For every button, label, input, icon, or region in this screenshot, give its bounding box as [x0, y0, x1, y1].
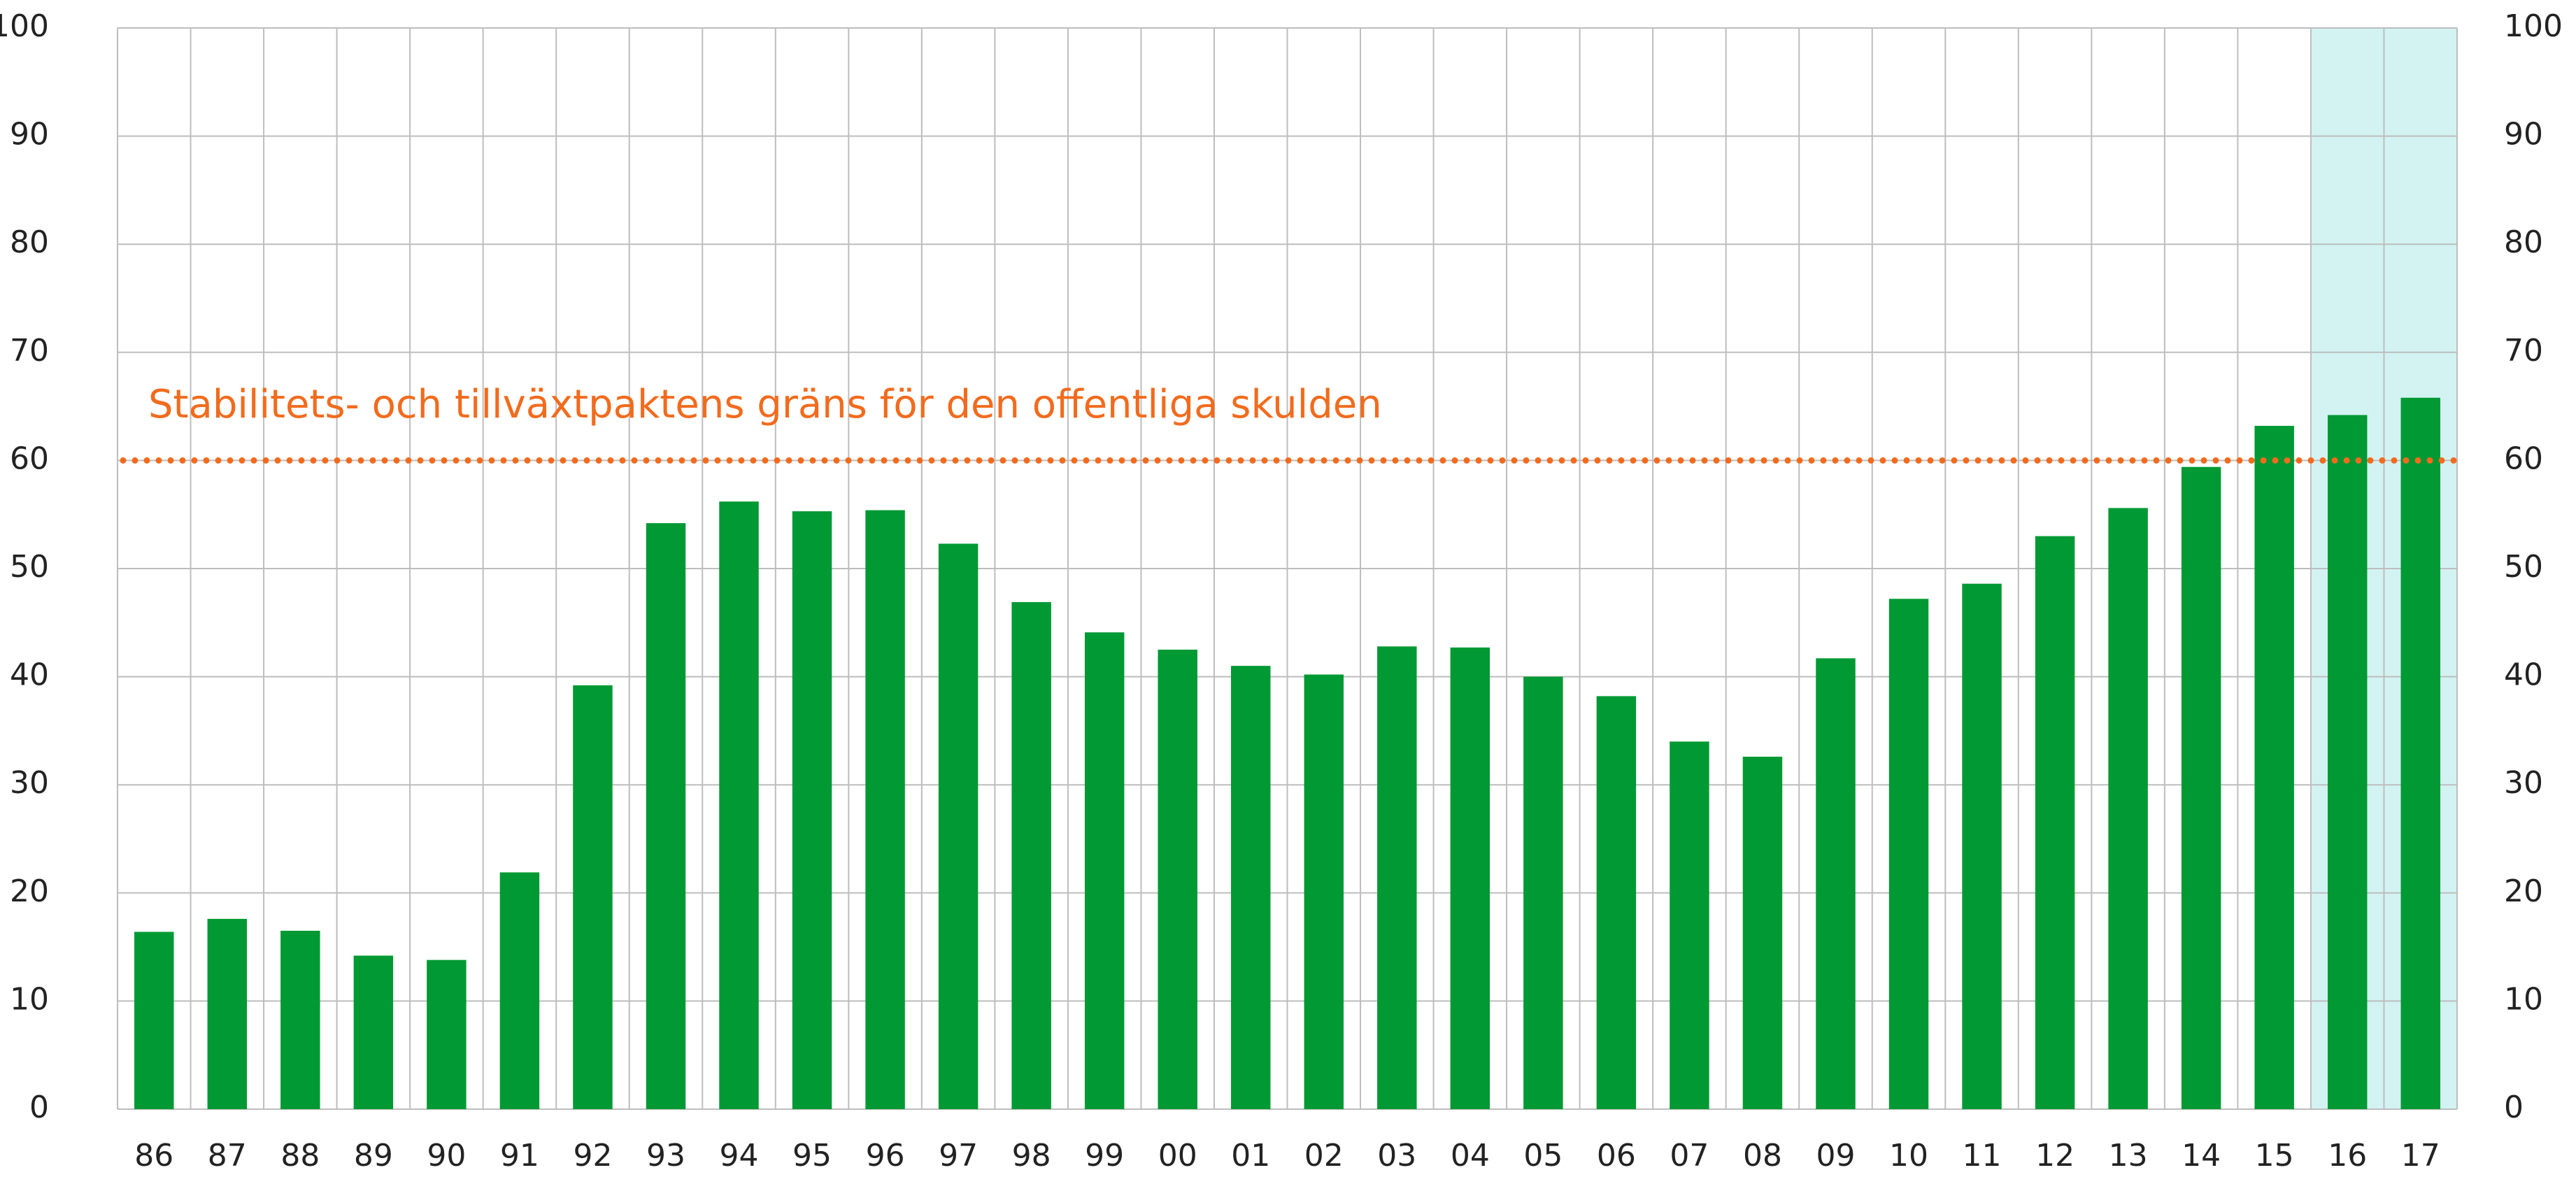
- bar: [427, 960, 467, 1109]
- bar: [2035, 536, 2075, 1109]
- y2-tick-label: 0: [2504, 1090, 2524, 1125]
- x-tick-label: 09: [1816, 1138, 1855, 1174]
- x-tick-label: 87: [208, 1138, 247, 1174]
- bar: [1523, 676, 1563, 1109]
- bar: [938, 543, 979, 1109]
- x-tick-label: 12: [2035, 1138, 2075, 1174]
- bar: [499, 872, 540, 1109]
- x-tick-label: 08: [1743, 1138, 1782, 1174]
- x-tick-label: 17: [2401, 1138, 2440, 1174]
- x-tick-label: 93: [646, 1138, 685, 1174]
- y2-tick-label: 50: [2504, 549, 2543, 585]
- x-tick-label: 95: [792, 1138, 832, 1174]
- bar: [1888, 599, 1929, 1109]
- bar: [1231, 666, 1271, 1109]
- x-tick-label: 04: [1451, 1138, 1490, 1174]
- bar: [1962, 583, 2002, 1109]
- reference-label: Stabilitets- och tillväxtpaktens gräns f…: [148, 382, 1382, 427]
- y-tick-label: 10: [10, 981, 49, 1017]
- x-tick-label: 10: [1889, 1138, 1928, 1174]
- x-tick-label: 89: [354, 1138, 393, 1174]
- x-tick-label: 05: [1523, 1138, 1563, 1174]
- bar: [573, 685, 613, 1109]
- bar: [1816, 658, 1856, 1109]
- y2-tick-label: 40: [2504, 657, 2543, 693]
- x-tick-label: 06: [1597, 1138, 1636, 1174]
- bar: [1742, 757, 1783, 1109]
- y-tick-label: 40: [10, 657, 49, 693]
- x-tick-label: 86: [134, 1138, 173, 1174]
- y2-tick-label: 70: [2504, 333, 2543, 369]
- x-tick-label: 11: [1963, 1138, 2002, 1174]
- bar: [1450, 647, 1490, 1109]
- x-tick-label: 13: [2109, 1138, 2148, 1174]
- x-tick-label: 02: [1304, 1138, 1344, 1174]
- bar: [719, 501, 759, 1109]
- y2-tick-label: 30: [2504, 765, 2543, 801]
- y-tick-label: 80: [10, 224, 49, 260]
- x-tick-label: 98: [1012, 1138, 1051, 1174]
- bar: [1084, 632, 1125, 1109]
- y2-tick-label: 100: [2504, 8, 2563, 44]
- x-tick-label: 97: [939, 1138, 978, 1174]
- bar: [1670, 741, 1709, 1109]
- x-tick-label: 01: [1231, 1138, 1270, 1174]
- x-tick-label: 90: [427, 1138, 466, 1174]
- bar: [1011, 601, 1051, 1109]
- bar: [646, 523, 686, 1109]
- x-tick-label: 94: [720, 1138, 759, 1174]
- y-tick-label: 20: [10, 873, 49, 909]
- x-tick-label: 92: [573, 1138, 612, 1174]
- y-tick-label: 70: [10, 333, 49, 369]
- x-tick-label: 91: [500, 1138, 539, 1174]
- bar: [2181, 466, 2221, 1109]
- y2-tick-label: 60: [2504, 441, 2543, 476]
- x-tick-label: 88: [280, 1138, 320, 1174]
- x-tick-label: 99: [1085, 1138, 1124, 1174]
- bar: [792, 511, 832, 1109]
- y2-tick-label: 90: [2504, 117, 2543, 152]
- y-tick-label: 50: [10, 549, 49, 585]
- bar: [353, 955, 394, 1109]
- bar: [280, 930, 320, 1109]
- x-tick-label: 07: [1670, 1138, 1709, 1174]
- y-tick-label: 30: [10, 765, 49, 801]
- bar: [2400, 397, 2440, 1109]
- bar: [134, 932, 174, 1109]
- y2-tick-label: 20: [2504, 873, 2543, 909]
- bar: [2327, 415, 2368, 1109]
- x-tick-label: 15: [2255, 1138, 2294, 1174]
- x-tick-label: 03: [1377, 1138, 1416, 1174]
- x-tick-label: 96: [866, 1138, 905, 1174]
- y-tick-label: 60: [10, 441, 49, 476]
- bar: [2108, 508, 2148, 1109]
- y-tick-label: 90: [10, 117, 49, 152]
- bar: [865, 510, 905, 1109]
- bar: [1304, 674, 1344, 1109]
- x-tick-label: 14: [2182, 1138, 2221, 1174]
- y-tick-label: 100: [0, 8, 49, 44]
- y2-tick-label: 80: [2504, 224, 2543, 260]
- bar: [2254, 425, 2294, 1109]
- y2-tick-label: 10: [2504, 981, 2543, 1017]
- bar: [1596, 696, 1637, 1109]
- x-tick-label: 00: [1158, 1138, 1197, 1174]
- bar: [207, 918, 248, 1109]
- bar: [1158, 649, 1197, 1109]
- bar: [1377, 646, 1417, 1109]
- y-tick-label: 0: [29, 1090, 49, 1125]
- x-tick-label: 16: [2328, 1138, 2367, 1174]
